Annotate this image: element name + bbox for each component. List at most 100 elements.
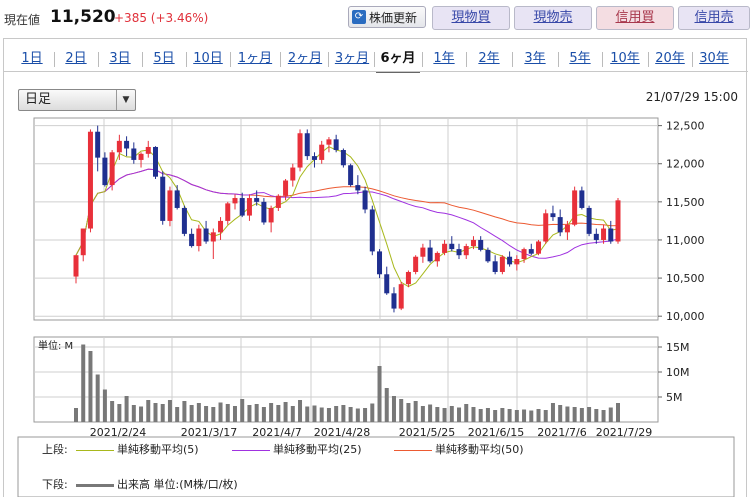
volume-bar (269, 403, 274, 422)
tab-7[interactable]: 3ヶ月 (334, 51, 370, 66)
tab-6[interactable]: 2ヶ月 (287, 51, 323, 66)
candle-body (196, 228, 202, 247)
volume-bar (276, 405, 281, 422)
legend-ma5-label: 単純移動平均(5) (117, 443, 199, 456)
tab-12[interactable]: 5年 (569, 51, 591, 66)
tab-10[interactable]: 2年 (478, 51, 500, 66)
volume-bar (449, 406, 454, 422)
volume-bar (88, 351, 93, 422)
tab-1[interactable]: 2日 (65, 51, 87, 66)
interval-select-value: 日足 (25, 92, 52, 107)
volume-bar (377, 366, 382, 422)
candle-body (586, 207, 592, 234)
volume-bar (420, 406, 425, 422)
tab-separator (98, 52, 99, 67)
candle-body (499, 256, 505, 272)
candle-body (319, 144, 325, 160)
volume-bar (370, 403, 375, 422)
tab-9[interactable]: 1年 (433, 51, 455, 66)
tab-13[interactable]: 10年 (610, 51, 640, 66)
tabs-divider (4, 71, 748, 72)
legend-ma25-label: 単純移動平均(25) (273, 443, 362, 456)
candle-body (246, 198, 252, 216)
volume-bar (594, 409, 599, 422)
volume-bar (500, 408, 505, 422)
tab-separator (466, 52, 467, 67)
candle-body (463, 246, 469, 256)
cash-sell-button[interactable]: 現物売 (514, 6, 592, 30)
margin-buy-button[interactable]: 信用買 (596, 6, 674, 30)
period-tabs: 1日 2日 3日 5日 10日 1ヶ月 2ヶ月 3ヶ月 6ヶ月 1年 2年 3年 5年 10年 20年 30年 (4, 47, 748, 73)
volume-bar (74, 408, 78, 422)
tab-5[interactable]: 1ヶ月 (237, 51, 273, 66)
date-label: 2021/3/17 (181, 426, 237, 439)
tab-8[interactable]: 6ヶ月 (376, 47, 420, 73)
volume-bar (464, 404, 469, 422)
tab-0[interactable]: 1日 (21, 51, 43, 66)
legend-ma25: 単純移動平均(25) (232, 441, 362, 457)
volume-bar (254, 404, 259, 422)
candle-body (478, 239, 484, 250)
volume-bar (355, 408, 360, 422)
candle-body (348, 165, 354, 186)
candle-body (470, 239, 476, 247)
tab-separator (328, 52, 329, 67)
volume-bar (507, 409, 512, 422)
candle-body (152, 146, 158, 177)
chevron-down-icon: ▼ (116, 90, 135, 110)
tab-4[interactable]: 10日 (193, 51, 223, 66)
tab-separator (422, 52, 423, 67)
candle-body (145, 146, 151, 154)
candle-body (536, 241, 542, 254)
candle-body (572, 190, 578, 225)
volume-bar (616, 403, 620, 422)
volume-bar (608, 407, 613, 422)
candle-body (210, 232, 216, 242)
volume-tick-label: 15M (666, 341, 690, 354)
tab-15[interactable]: 30年 (699, 51, 729, 66)
volume-bar (247, 405, 252, 422)
ma5-line (75, 146, 619, 288)
interval-select[interactable]: 日足 ▼ (18, 89, 136, 111)
candle-body (167, 190, 173, 221)
candle-body (131, 148, 137, 160)
volume-bar (131, 405, 136, 422)
tab-14[interactable]: 20年 (655, 51, 685, 66)
candle-body (564, 224, 570, 233)
candle-body (311, 156, 317, 160)
tab-3[interactable]: 5日 (153, 51, 175, 66)
margin-sell-button[interactable]: 信用売 (678, 6, 750, 30)
volume-bar (565, 406, 570, 422)
refresh-quote-button[interactable]: ⟳ 株価更新 (348, 6, 426, 28)
candle-body (543, 213, 549, 242)
price-tick-label: 12,500 (666, 120, 705, 133)
volume-bar (240, 399, 245, 422)
candle-body (492, 261, 498, 272)
date-label: 2021/7/29 (596, 426, 652, 439)
volume-bar (326, 408, 331, 422)
price-change: +385 (+3.46%) (114, 11, 209, 25)
tab-separator (512, 52, 513, 67)
legend-ma50-label: 単純移動平均(50) (435, 443, 524, 456)
candle-body (326, 139, 332, 145)
volume-bar (550, 403, 555, 422)
candle-body (80, 228, 86, 256)
volume-bar (384, 388, 389, 422)
volume-bar (478, 409, 483, 422)
tab-separator (692, 52, 693, 67)
tab-2[interactable]: 3日 (109, 51, 131, 66)
volume-bar (102, 389, 107, 422)
tab-11[interactable]: 3年 (524, 51, 546, 66)
candle-body (174, 190, 180, 208)
candle-body (362, 190, 368, 210)
date-label: 2021/4/28 (314, 426, 370, 439)
tab-separator (648, 52, 649, 67)
candle-body (160, 176, 166, 221)
volume-bar (558, 405, 563, 422)
ma50-swatch (394, 449, 432, 451)
legend-volume: 出来高 単位:(M株/口/枚) (76, 476, 238, 492)
candle-body (593, 233, 599, 240)
cash-buy-button[interactable]: 現物買 (432, 6, 510, 30)
price-tick-label: 11,000 (666, 234, 705, 247)
tab-separator (142, 52, 143, 67)
